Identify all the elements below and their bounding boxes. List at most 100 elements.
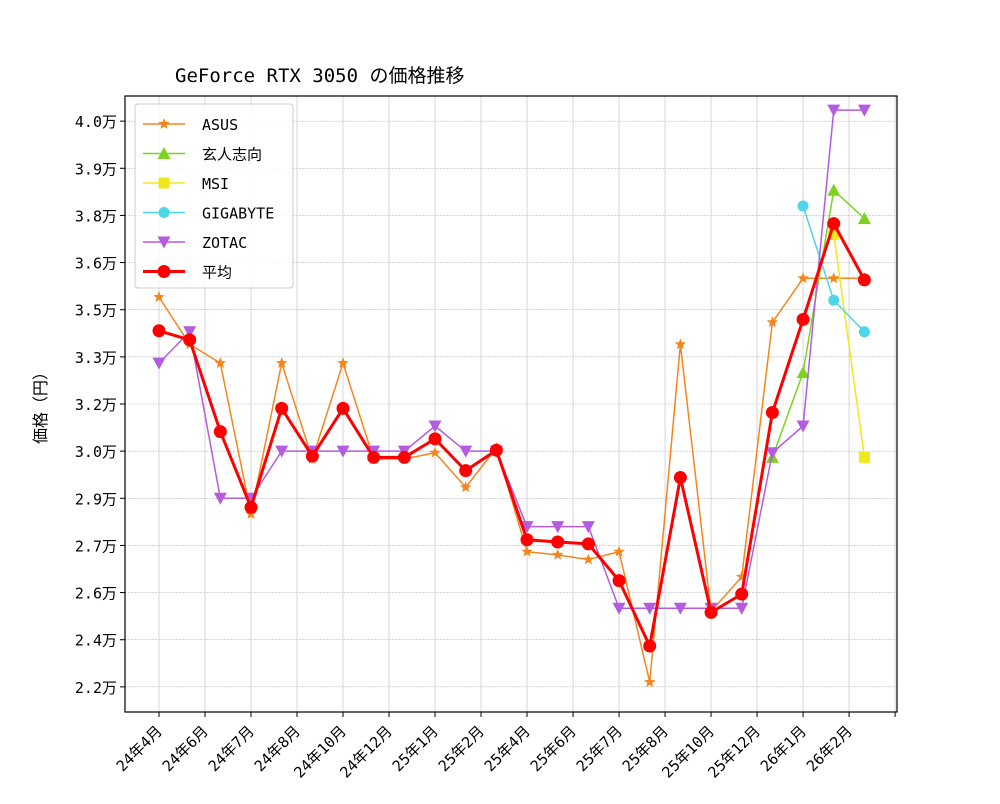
x-tick-label: 26年2月 — [803, 722, 856, 775]
data-point — [858, 451, 870, 463]
data-point — [797, 200, 809, 212]
data-point — [765, 447, 779, 460]
data-point — [489, 443, 503, 457]
data-point — [581, 521, 595, 534]
data-point — [613, 545, 625, 557]
legend: ASUS 玄人志向 MSI GIGABYTE ZOTAC 平均 — [134, 103, 294, 289]
data-point — [428, 432, 442, 446]
series-line — [832, 234, 866, 458]
data-point — [459, 464, 473, 478]
data-point — [796, 312, 810, 326]
data-point — [213, 492, 227, 505]
data-point — [397, 450, 411, 464]
x-tick-label: 25年7月 — [573, 722, 626, 775]
data-point — [552, 548, 564, 560]
series-玄人志向 — [765, 183, 871, 463]
data-point — [704, 605, 718, 619]
data-point — [827, 104, 841, 117]
legend-marker — [157, 236, 171, 249]
x-tick-label: 26年1月 — [757, 722, 810, 775]
y-tick-label: 3.2万 — [75, 396, 117, 414]
y-tick-label: 3.0万 — [75, 443, 117, 461]
legend-item: 玄人志向 — [143, 146, 262, 164]
data-point — [551, 535, 565, 549]
y-tick-label: 3.9万 — [75, 160, 117, 178]
data-point — [367, 450, 381, 464]
data-point — [765, 405, 779, 419]
data-point — [521, 545, 533, 557]
legend-item: MSI — [143, 175, 229, 193]
data-point — [766, 316, 779, 328]
data-point — [551, 521, 565, 534]
x-tick-label: 25年1月 — [389, 722, 442, 775]
x-tick-label: 24年4月 — [113, 722, 166, 775]
data-point — [336, 445, 350, 458]
x-tick-label: 25年4月 — [481, 722, 534, 775]
data-point — [796, 366, 810, 379]
data-point — [857, 273, 871, 287]
series-line — [158, 277, 865, 683]
legend-label: 平均 — [202, 264, 232, 282]
series-平均 — [152, 217, 871, 653]
data-point — [735, 587, 749, 601]
y-axis-label: 価格（円） — [31, 364, 50, 444]
legend-marker — [157, 147, 171, 159]
data-point — [429, 446, 441, 458]
data-point — [152, 357, 166, 370]
legend-marker — [158, 177, 170, 189]
legend-marker — [158, 118, 170, 129]
legend-label: ASUS — [202, 116, 238, 134]
data-point — [336, 401, 350, 415]
data-point — [459, 445, 473, 458]
data-point — [152, 324, 166, 338]
data-point — [275, 445, 289, 458]
series-MSI — [828, 228, 870, 463]
data-point — [275, 401, 289, 415]
data-point — [183, 333, 197, 347]
data-point — [244, 500, 258, 514]
legend-label: MSI — [202, 175, 229, 193]
data-point — [520, 533, 534, 547]
legend-item: ASUS — [143, 116, 238, 134]
data-point — [305, 449, 319, 463]
legend-marker — [158, 207, 170, 218]
data-point — [828, 228, 840, 240]
data-point — [858, 326, 870, 338]
data-point — [735, 602, 749, 615]
data-point — [581, 537, 595, 551]
data-point — [797, 272, 809, 284]
legend-label: 玄人志向 — [202, 146, 262, 164]
legend-item: 平均 — [143, 264, 232, 282]
data-point — [643, 602, 657, 615]
data-point — [828, 294, 840, 306]
data-point — [827, 217, 841, 231]
legend-label: ZOTAC — [202, 234, 247, 252]
y-tick-label: 2.9万 — [75, 490, 117, 508]
data-point — [214, 357, 226, 368]
data-point — [796, 420, 810, 433]
y-tick-label: 3.3万 — [75, 349, 117, 367]
data-point — [582, 553, 595, 565]
y-tick-label: 2.6万 — [75, 585, 117, 603]
y-tick-label: 4.0万 — [75, 113, 117, 131]
data-point — [337, 357, 349, 368]
x-tick-label: 24年7月 — [205, 722, 258, 775]
y-tick-label: 2.2万 — [75, 679, 117, 697]
legend-item: GIGABYTE — [143, 205, 274, 223]
data-point — [643, 639, 657, 653]
y-tick-label: 3.8万 — [75, 207, 117, 225]
series-GIGABYTE — [797, 200, 870, 338]
data-point — [428, 420, 442, 433]
data-point — [213, 425, 227, 439]
legend-marker — [157, 265, 171, 278]
chart-title: GeForce RTX 3050 の価格推移 — [175, 65, 464, 87]
data-point — [827, 183, 841, 196]
series-line — [771, 189, 865, 458]
data-point — [674, 338, 687, 350]
y-tick-label: 3.6万 — [75, 255, 117, 273]
data-point — [276, 357, 288, 368]
series-line — [158, 222, 866, 648]
data-point — [612, 574, 626, 588]
legend-label: GIGABYTE — [202, 205, 274, 223]
